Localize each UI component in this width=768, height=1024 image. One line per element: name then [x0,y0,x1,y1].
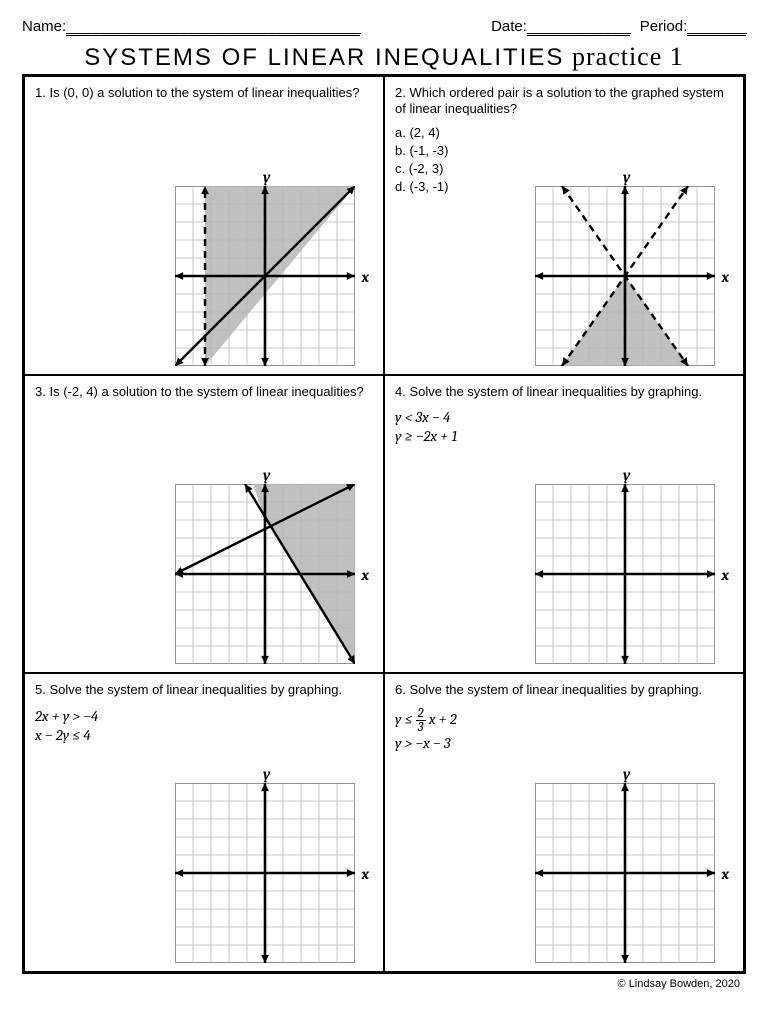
q2-svg [535,186,715,366]
q4-svg [535,484,715,664]
q4-num: 4. [395,384,406,399]
q6-equations: y ≤ 23 x + 2 y > −x − 3 [395,707,733,754]
q2-choice-c: c. (-2, 3) [395,160,733,178]
worksheet-header: Name: __________________________________… [22,18,746,36]
copyright: © Lindsay Bowden, 2020 [22,978,746,990]
q4-eq2: y ≥ −2x + 1 [395,427,733,447]
q4-equations: y < 3x − 4 y ≥ −2x + 1 [395,408,733,447]
q1-num: 1. [35,85,46,100]
q4-eq1: y < 3x − 4 [395,408,733,428]
q2-text: Which ordered pair is a solution to the … [395,85,724,116]
q1-text: Is (0, 0) a solution to the system of li… [49,85,359,100]
problem-1: 1. Is (0, 0) a solution to the system of… [24,76,384,375]
problem-5: 5. Solve the system of linear inequaliti… [24,673,384,972]
q1-graph: y x [175,186,355,366]
name-blank[interactable]: ________________________________________ [66,18,360,36]
period-label: Period: [640,18,688,35]
q4-graph: y x [535,484,715,664]
problem-6: 6. Solve the system of linear inequaliti… [384,673,744,972]
q5-num: 5. [35,682,46,697]
q6-svg [535,783,715,963]
title-sub: practice 1 [572,42,684,71]
title-main: SYSTEMS OF LINEAR INEQUALITIES [84,44,564,71]
q2-graph: y x [535,186,715,366]
q3-num: 3. [35,384,46,399]
problem-4: 4. Solve the system of linear inequaliti… [384,375,744,674]
q5-eq2: x − 2y ≤ 4 [35,726,373,746]
problem-grid: 1. Is (0, 0) a solution to the system of… [22,74,746,974]
q1-svg [175,186,355,366]
name-label: Name: [22,18,66,35]
worksheet-title: SYSTEMS OF LINEAR INEQUALITIES practice … [22,42,746,72]
q3-text: Is (-2, 4) a solution to the system of l… [49,384,363,399]
q5-graph: y x [175,783,355,963]
q5-eq1: 2x + y > −4 [35,707,373,727]
q5-text: Solve the system of linear inequalities … [49,682,342,697]
q4-text: Solve the system of linear inequalities … [409,384,702,399]
period-blank[interactable]: ________ [687,18,746,36]
date-label: Date: [491,18,527,35]
q6-text: Solve the system of linear inequalities … [409,682,702,697]
date-blank[interactable]: ______________ [527,18,630,36]
q6-graph: y x [535,783,715,963]
q2-choice-a: a. (2, 4) [395,124,733,142]
q5-equations: 2x + y > −4 x − 2y ≤ 4 [35,707,373,746]
q3-graph: y x [175,484,355,664]
q6-eq2: y > −x − 3 [395,734,733,754]
q5-svg [175,783,355,963]
problem-3: 3. Is (-2, 4) a solution to the system o… [24,375,384,674]
problem-2: 2. Which ordered pair is a solution to t… [384,76,744,375]
q6-eq1: y ≤ 23 x + 2 [395,707,733,734]
q2-num: 2. [395,85,406,100]
q3-svg [175,484,355,664]
q6-num: 6. [395,682,406,697]
q2-choice-b: b. (-1, -3) [395,142,733,160]
